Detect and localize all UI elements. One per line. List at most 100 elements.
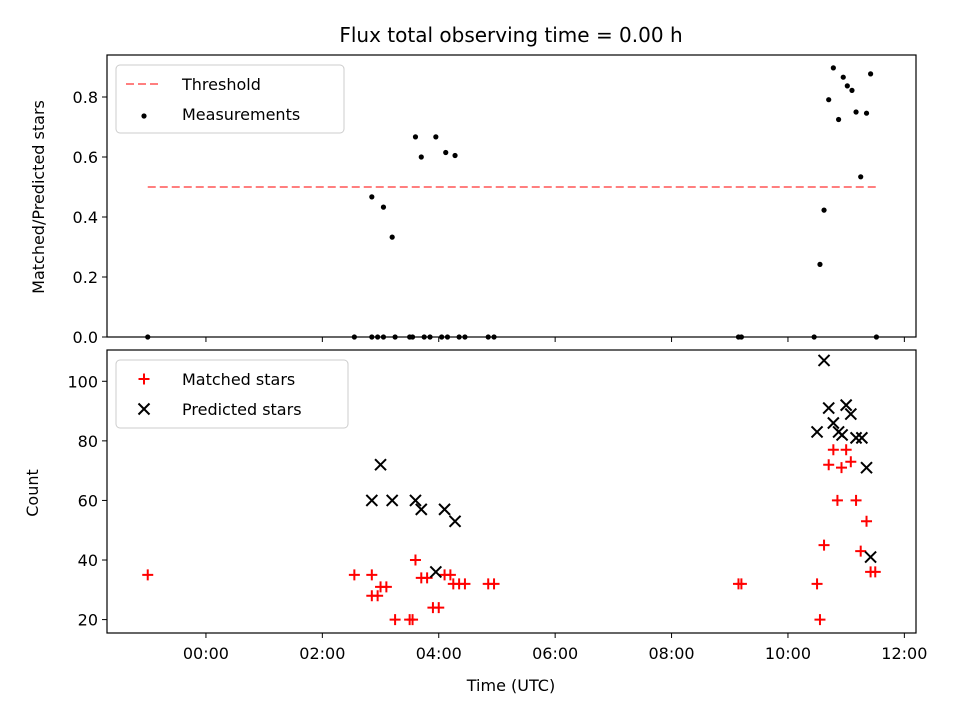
measurement-point [821, 207, 827, 213]
legend-label: Matched stars [182, 370, 295, 389]
measurement-point [811, 334, 817, 340]
bottom-y-tick-label: 100 [67, 372, 98, 391]
measurement-point [427, 334, 433, 340]
measurement-point [826, 97, 832, 103]
measurement-point [485, 334, 491, 340]
measurement-point [392, 334, 398, 340]
bottom-panel: 20 40 60 80 100 00:00 02:00 04:00 06:00 08:00 10:0… [67, 349, 927, 663]
bottom-legend-box [115, 359, 349, 429]
top-y-axis-label: Matched/Predicted stars [29, 100, 48, 294]
matched-star-point [459, 578, 471, 590]
top-y-tick-label: 0.6 [73, 148, 98, 167]
bottom-x-tick-label: 04:00 [416, 644, 462, 663]
measurement-point [439, 334, 445, 340]
measurement-point [380, 204, 387, 210]
measurement-point [817, 261, 823, 267]
measurement-point [421, 334, 427, 340]
top-y-tick-label: 0.8 [73, 88, 98, 107]
top-legend-box [115, 64, 345, 134]
bottom-x-tick-label: 08:00 [648, 644, 694, 663]
predicted-star-point [844, 407, 858, 421]
predicted-star-point [817, 354, 831, 367]
measurement-point [835, 116, 842, 123]
predicted-star-point [448, 515, 462, 528]
measurement-point [868, 71, 874, 77]
predicted-star-point [860, 461, 873, 474]
predicted-star-point [415, 503, 428, 516]
measurement-point [409, 334, 416, 340]
predicted-star-point [864, 550, 877, 564]
measurement-point [849, 87, 855, 93]
measurement-point [433, 134, 439, 140]
measurement-point [858, 174, 864, 180]
top-legend: Threshold Measurements [115, 64, 345, 134]
x-axis-label: Time (UTC) [466, 676, 555, 695]
measurement-point [380, 334, 387, 340]
measurement-point [369, 334, 375, 340]
predicted-star-point [835, 428, 849, 442]
bottom-y-tick-label: 40 [78, 551, 98, 570]
measurement-point [462, 334, 468, 340]
matched-star-point [845, 456, 857, 468]
matched-star-point [366, 569, 378, 581]
bottom-x-tick-label: 06:00 [532, 644, 578, 663]
bottom-plot-frame [106, 349, 917, 634]
chart-title: Flux total observing time = 0.00 h [339, 23, 682, 47]
measurement-point [452, 152, 458, 159]
matched-star-point [869, 566, 881, 578]
matched-star-point [488, 578, 500, 590]
matched-star-point [818, 539, 830, 551]
measurement-point [389, 234, 395, 240]
matched-star-point [811, 578, 823, 590]
measurement-point [853, 109, 859, 115]
matched-star-point [348, 569, 360, 581]
legend-label: Threshold [181, 75, 261, 94]
bottom-legend: Matched stars Predicted stars [115, 359, 349, 429]
predicted-star-point [810, 425, 824, 439]
measurement-point [412, 134, 419, 140]
measurement-point [145, 334, 151, 340]
measurement-point [369, 194, 375, 200]
matched-star-point [409, 554, 421, 566]
bottom-y-axis-label: Count [23, 469, 42, 517]
matched-star-point [823, 459, 835, 471]
legend-measurement-marker [141, 113, 147, 119]
matched-star-point [372, 590, 384, 602]
matched-star-point [840, 444, 852, 456]
measurement-point [840, 74, 846, 80]
measurement-point [418, 154, 424, 160]
predicted-star-point [855, 431, 869, 445]
matched-star-point [827, 444, 839, 456]
matched-star-point [814, 614, 826, 626]
matched-star-point [444, 569, 456, 581]
bottom-x-tick-label: 12:00 [881, 644, 927, 663]
bottom-y-tick-label: 80 [78, 432, 98, 451]
matched-star-point [850, 494, 862, 506]
bottom-x-tick-label: 00:00 [183, 644, 229, 663]
predicted-star-point [839, 398, 853, 412]
matched-star-point [433, 602, 445, 614]
measurement-point [443, 149, 449, 156]
top-y-tick-label: 0.0 [73, 328, 98, 347]
matched-star-point [861, 515, 873, 527]
matched-star-point [380, 581, 392, 593]
predicted-star-point [822, 401, 835, 415]
matched-star-point [836, 462, 848, 474]
matched-star-point [855, 545, 867, 557]
legend-label: Predicted stars [182, 400, 302, 419]
measurement-point [491, 334, 497, 340]
bottom-y-tick-label: 20 [78, 611, 98, 630]
measurement-point [844, 83, 850, 89]
top-panel: 0.0 0.2 0.4 0.6 0.8 Threshold Measurements [73, 54, 917, 347]
measurement-point [456, 334, 462, 340]
measurement-point [444, 334, 451, 340]
bottom-y-tick-label: 60 [78, 491, 98, 510]
matched-star-point [735, 578, 747, 590]
predicted-star-point [429, 565, 443, 579]
predicted-star-point [385, 494, 399, 507]
bottom-x-tick-label: 10:00 [765, 644, 811, 663]
matched-star-point [142, 569, 154, 581]
top-y-tick-label: 0.2 [73, 268, 98, 287]
matched-star-point [389, 614, 401, 626]
